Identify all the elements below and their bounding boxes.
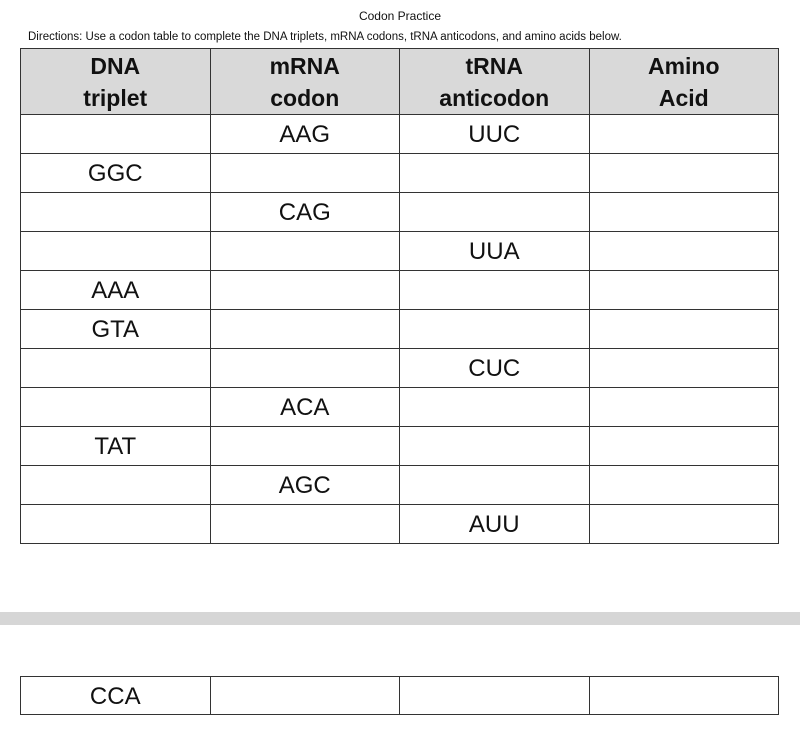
codon-table: DNA triplet mRNA codon tRNA anticodon Amino Aci…	[20, 48, 779, 544]
table-cell[interactable]	[588, 192, 779, 232]
table-row: AAG UUC	[20, 114, 779, 154]
column-header: tRNA anticodon	[399, 48, 590, 115]
table-cell[interactable]: CAG	[209, 192, 400, 232]
table-cell[interactable]	[209, 504, 400, 544]
table-cell[interactable]	[588, 504, 779, 544]
column-header-line: Amino	[647, 52, 720, 79]
table-cell[interactable]: CCA	[20, 676, 211, 715]
table-row: GGC	[20, 153, 779, 193]
column-header: mRNA codon	[209, 48, 400, 115]
table-row: AUU	[20, 504, 779, 544]
table-cell[interactable]	[588, 387, 779, 427]
column-header-line: anticodon	[439, 84, 550, 111]
table-cell[interactable]: UUC	[399, 114, 590, 154]
column-header-line: tRNA	[465, 52, 524, 79]
table-cell[interactable]: AGC	[209, 465, 400, 505]
table-cell[interactable]: UUA	[399, 231, 590, 271]
table-cell[interactable]	[20, 114, 211, 154]
table-row: GTA	[20, 309, 779, 349]
column-header-line: Acid	[658, 84, 709, 111]
table-cell[interactable]	[20, 387, 211, 427]
table-cell[interactable]	[209, 231, 400, 271]
table-cell[interactable]: AUU	[399, 504, 590, 544]
table-cell[interactable]	[209, 153, 400, 193]
table-cell[interactable]: GGC	[20, 153, 211, 193]
table-row: ACA	[20, 387, 779, 427]
table-cell[interactable]	[588, 231, 779, 271]
table-cell[interactable]	[399, 309, 590, 349]
table-cell[interactable]	[399, 192, 590, 232]
column-header: Amino Acid	[588, 48, 779, 115]
table-row: UUA	[20, 231, 779, 271]
page-break-divider	[0, 612, 800, 625]
table-cell[interactable]	[588, 114, 779, 154]
table-cell[interactable]	[399, 270, 590, 310]
table-cell[interactable]: TAT	[20, 426, 211, 466]
table-cell[interactable]	[399, 676, 590, 715]
table-cell[interactable]	[399, 387, 590, 427]
table-cell[interactable]	[399, 153, 590, 193]
table-cell[interactable]: AAG	[209, 114, 400, 154]
table-cell[interactable]	[20, 504, 211, 544]
table-row: CCA	[20, 676, 779, 715]
table-cell[interactable]	[209, 426, 400, 466]
table-cell[interactable]	[20, 465, 211, 505]
table-cell[interactable]	[209, 676, 400, 715]
codon-table-continued: CCA	[20, 676, 779, 715]
table-row: TAT	[20, 426, 779, 466]
page-title: Codon Practice	[358, 9, 442, 23]
directions: Directions: Use a codon table to complet…	[28, 31, 622, 43]
table-cell[interactable]	[588, 676, 779, 715]
table-cell[interactable]	[588, 426, 779, 466]
table-cell[interactable]: AAA	[20, 270, 211, 310]
table-cell[interactable]: GTA	[20, 309, 211, 349]
table-row: CUC	[20, 348, 779, 388]
table-cell[interactable]: ACA	[209, 387, 400, 427]
column-header-line: mRNA	[269, 52, 340, 79]
table-cell[interactable]	[20, 348, 211, 388]
table-cell[interactable]	[588, 270, 779, 310]
table-cell[interactable]	[588, 465, 779, 505]
table-cell[interactable]	[588, 309, 779, 349]
column-header-line: codon	[270, 84, 340, 111]
table-cell[interactable]	[20, 192, 211, 232]
table-cell[interactable]	[209, 270, 400, 310]
column-header: DNA triplet	[20, 48, 211, 115]
table-cell[interactable]: CUC	[399, 348, 590, 388]
table-cell[interactable]	[588, 348, 779, 388]
table-cell[interactable]	[588, 153, 779, 193]
table-cell[interactable]	[399, 426, 590, 466]
table-cell[interactable]	[399, 465, 590, 505]
table-cell[interactable]	[20, 231, 211, 271]
table-cell[interactable]	[209, 348, 400, 388]
table-row: AGC	[20, 465, 779, 505]
table-row: AAA	[20, 270, 779, 310]
column-header-line: triplet	[83, 84, 148, 111]
table-cell[interactable]	[209, 309, 400, 349]
column-header-line: DNA	[90, 52, 141, 79]
table-row: CAG	[20, 192, 779, 232]
